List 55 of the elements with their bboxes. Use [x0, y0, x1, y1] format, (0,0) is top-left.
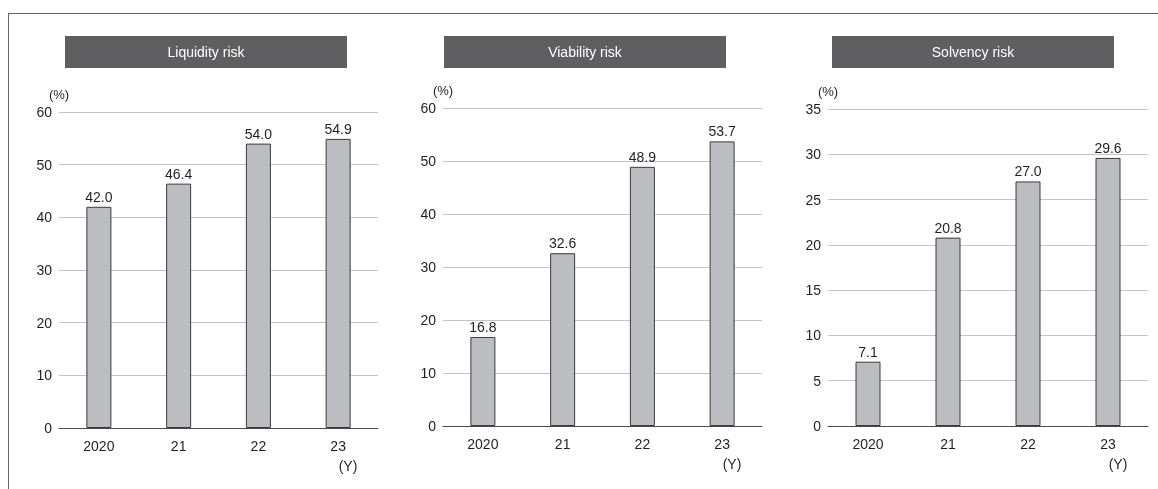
- y-tick-label: 10: [805, 327, 822, 344]
- x-tick-label: 23: [330, 438, 347, 454]
- y-tick-label: 0: [44, 420, 53, 436]
- data-label: 53.7: [708, 123, 736, 140]
- x-tick-label: 22: [250, 438, 267, 454]
- y-tick-label: 50: [420, 153, 437, 169]
- data-label: 32.6: [549, 235, 577, 252]
- y-tick-label: 30: [420, 259, 437, 275]
- y-tick-label: 0: [813, 418, 822, 434]
- x-tick-label: 2020: [467, 436, 499, 452]
- data-label: 46.4: [165, 165, 193, 182]
- y-tick-label: 10: [420, 365, 437, 381]
- y-tick-label: 60: [36, 104, 53, 120]
- x-tick-label: 2020: [852, 436, 884, 452]
- y-tick-label: 10: [36, 367, 53, 384]
- x-tick-label: 21: [170, 438, 187, 454]
- y-tick-label: 35: [805, 101, 822, 117]
- y-tick-label: 5: [813, 372, 822, 389]
- data-label: 29.6: [1094, 139, 1122, 156]
- data-label: 27.0: [1014, 163, 1042, 180]
- x-tick-label: 23: [1100, 436, 1116, 452]
- data-label: 42.0: [85, 188, 113, 205]
- data-label: 54.9: [324, 120, 352, 137]
- y-tick-label: 40: [36, 209, 53, 226]
- y-tick-label: 20: [420, 312, 437, 328]
- data-label: 20.8: [934, 219, 962, 236]
- data-label: 48.9: [628, 148, 657, 165]
- y-axis-title: (%): [817, 84, 839, 99]
- x-tick-label: 2020: [83, 438, 115, 454]
- x-axis-title: (Y): [338, 458, 358, 474]
- x-tick-label: 22: [1020, 436, 1036, 452]
- x-tick-label: 21: [554, 436, 571, 452]
- y-tick-label: 30: [805, 146, 822, 163]
- y-tick-label: 30: [36, 262, 53, 278]
- y-tick-label: 20: [36, 314, 53, 331]
- y-tick-label: 20: [805, 236, 822, 253]
- y-tick-label: 60: [420, 100, 437, 116]
- x-axis-title: (Y): [722, 456, 742, 472]
- x-tick-label: 23: [714, 436, 731, 452]
- data-label: 7.1: [858, 343, 878, 360]
- y-axis-title: (%): [48, 87, 70, 102]
- data-label: 54.0: [244, 125, 273, 142]
- y-tick-label: 0: [428, 418, 437, 434]
- data-label: 16.8: [469, 318, 497, 335]
- x-tick-label: 21: [940, 436, 956, 452]
- y-tick-label: 40: [420, 206, 437, 222]
- chart-title: Solvency risk: [931, 44, 1016, 60]
- y-tick-label: 15: [805, 282, 822, 299]
- x-axis-title: (Y): [1108, 456, 1128, 472]
- y-tick-label: 50: [36, 156, 53, 173]
- y-tick-label: 25: [805, 191, 822, 208]
- chart-title: Viability risk: [548, 44, 623, 60]
- x-tick-label: 22: [634, 436, 651, 452]
- y-axis-title: (%): [432, 83, 454, 98]
- chart-title: Liquidity risk: [167, 44, 246, 60]
